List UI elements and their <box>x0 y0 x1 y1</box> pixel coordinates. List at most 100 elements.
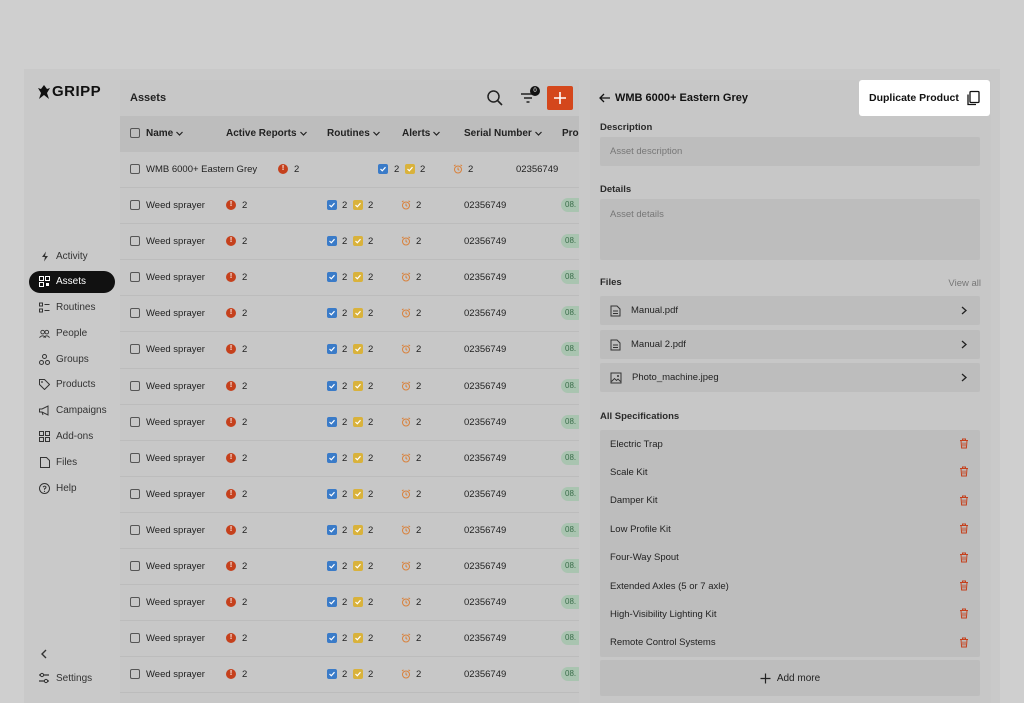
file-item[interactable]: Manual.pdf <box>600 296 980 325</box>
select-all-checkbox[interactable] <box>130 128 140 138</box>
row-checkbox[interactable] <box>130 272 140 283</box>
table-row[interactable]: Weed sprayer! 2 2 2 2 02356749 08. <box>120 405 579 441</box>
row-checkbox[interactable] <box>130 200 140 211</box>
table-row[interactable]: Weed sprayer! 2 2 2 2 02356749 08. <box>120 621 579 658</box>
trash-icon[interactable] <box>959 438 969 449</box>
trash-icon[interactable] <box>959 466 969 477</box>
specification-label: High-Visibility Lighting Kit <box>610 609 717 621</box>
row-checkbox[interactable] <box>130 524 140 535</box>
col-product[interactable]: Prod <box>562 128 579 139</box>
sidebar-item-add-ons[interactable]: Add-ons <box>29 426 115 448</box>
col-name-label: Name <box>146 128 174 139</box>
file-item[interactable]: Photo_machine.jpeg <box>600 363 980 392</box>
search-icon[interactable] <box>486 89 504 107</box>
row-routines-a: 2 <box>342 416 348 428</box>
table-row[interactable]: Weed sprayer! 2 2 2 2 02356749 08. <box>120 332 579 369</box>
trash-icon[interactable] <box>959 495 969 506</box>
file-item[interactable]: Manual 2.pdf <box>600 330 980 359</box>
specification-label: Remote Control Systems <box>610 637 716 649</box>
table-row[interactable]: Weed sprayer! 2 2 2 2 02356749 08. <box>120 513 579 550</box>
settings-label: Settings <box>56 672 93 684</box>
alarm-clock-icon <box>401 561 411 574</box>
sidebar-item-help[interactable]: Help <box>29 477 115 499</box>
details-label: Details <box>600 184 632 195</box>
trash-icon[interactable] <box>959 637 969 648</box>
sidebar-item-campaigns[interactable]: Campaigns <box>29 400 115 422</box>
file-name: Photo_machine.jpeg <box>632 372 719 383</box>
alarm-clock-icon <box>401 200 411 213</box>
row-checkbox[interactable] <box>130 236 140 247</box>
add-asset-button[interactable] <box>547 86 573 110</box>
row-checkbox[interactable] <box>130 633 140 644</box>
details-textarea[interactable]: Asset details <box>600 199 980 260</box>
table-row[interactable]: Weed sprayer! 2 2 2 2 02356749 08. <box>120 188 579 225</box>
row-alerts: 2 <box>416 597 422 609</box>
view-all-link[interactable]: View all <box>948 278 981 289</box>
col-routines-label: Routines <box>327 128 370 139</box>
sidebar-item-products[interactable]: Products <box>29 374 115 396</box>
table-row[interactable]: Weed sprayer! 2 2 2 2 02356749 08. <box>120 260 579 297</box>
table-row[interactable]: Weed sprayer! 2 2 2 2 02356749 08. <box>120 296 579 333</box>
sidebar-item-label: People <box>56 327 88 339</box>
description-input[interactable]: Asset description <box>600 137 980 166</box>
sidebar-item-label: Routines <box>56 302 96 314</box>
settings-button[interactable]: Settings <box>38 672 92 684</box>
specification-item: Four-Way Spout <box>600 544 980 572</box>
row-alerts: 2 <box>416 272 422 284</box>
chevron-down-icon <box>176 131 184 136</box>
row-checkbox[interactable] <box>130 452 140 463</box>
row-checkbox[interactable] <box>130 380 140 391</box>
col-active-reports[interactable]: Active Reports <box>226 128 308 139</box>
row-checkbox[interactable] <box>130 164 140 174</box>
trash-icon[interactable] <box>959 608 969 619</box>
logo[interactable]: GRIPP <box>38 83 101 100</box>
sidebar-item-files[interactable]: Files <box>29 451 115 473</box>
arrow-left-icon[interactable] <box>599 93 611 103</box>
row-serial: 02356749 <box>464 524 507 536</box>
list-title: Assets <box>130 92 167 104</box>
col-alerts[interactable]: Alerts <box>402 128 441 139</box>
row-checkbox[interactable] <box>130 561 140 572</box>
routine-check-yellow-icon <box>353 452 363 463</box>
product-pill: 08. <box>561 378 579 393</box>
duplicate-product-button[interactable]: Duplicate Product <box>859 80 990 116</box>
row-name: WMB 6000+ Eastern Grey <box>146 164 258 175</box>
sidebar-item-activity[interactable]: Activity <box>29 245 115 267</box>
table-row[interactable]: Weed sprayer! 2 2 2 2 02356749 08. <box>120 369 579 405</box>
table-row[interactable]: Weed sprayer! 2 2 2 2 02356749 08. <box>120 477 579 513</box>
row-serial: 02356749 <box>464 597 507 609</box>
trash-icon[interactable] <box>959 523 969 534</box>
brand-name: GRIPP <box>52 83 102 100</box>
row-name: Weed sprayer <box>146 633 205 645</box>
row-checkbox[interactable] <box>130 597 140 608</box>
col-routines[interactable]: Routines <box>327 128 381 139</box>
row-alerts: 2 <box>416 344 422 356</box>
table-row[interactable]: Weed sprayer! 2 2 2 2 02356749 08. <box>120 224 579 261</box>
row-routines-b: 2 <box>368 561 374 573</box>
row-routines-a: 2 <box>342 488 348 500</box>
trash-icon[interactable] <box>959 552 969 563</box>
add-more-button[interactable]: Add more <box>600 660 980 696</box>
row-checkbox[interactable] <box>130 344 140 355</box>
document-icon <box>610 305 621 316</box>
row-checkbox[interactable] <box>130 669 140 680</box>
row-routines-a: 2 <box>342 597 348 609</box>
sidebar-item-label: Products <box>56 379 96 391</box>
col-serial-number[interactable]: Serial Number <box>464 128 543 139</box>
col-name[interactable]: Name <box>146 128 184 139</box>
table-row[interactable]: Weed sprayer! 2 2 2 2 02356749 08. <box>120 657 579 694</box>
table-row[interactable]: Weed sprayer! 2 2 2 2 02356749 08. <box>120 441 579 477</box>
table-row-selected[interactable]: WMB 6000+ Eastern Grey ! 2 2 2 2 0235674… <box>120 152 579 189</box>
chevron-left-icon[interactable] <box>38 648 50 660</box>
row-checkbox[interactable] <box>130 488 140 499</box>
table-row[interactable]: Weed sprayer! 2 2 2 2 02356749 08. <box>120 585 579 622</box>
routine-check-yellow-icon <box>405 164 415 174</box>
sidebar-item-people[interactable]: People <box>29 322 115 344</box>
sidebar-item-groups[interactable]: Groups <box>29 348 115 370</box>
row-checkbox[interactable] <box>130 416 140 427</box>
row-checkbox[interactable] <box>130 308 140 319</box>
trash-icon[interactable] <box>959 580 969 591</box>
sidebar-item-routines[interactable]: Routines <box>29 297 115 319</box>
sidebar-item-assets[interactable]: Assets <box>29 270 115 293</box>
table-row[interactable]: Weed sprayer! 2 2 2 2 02356749 08. <box>120 549 579 586</box>
